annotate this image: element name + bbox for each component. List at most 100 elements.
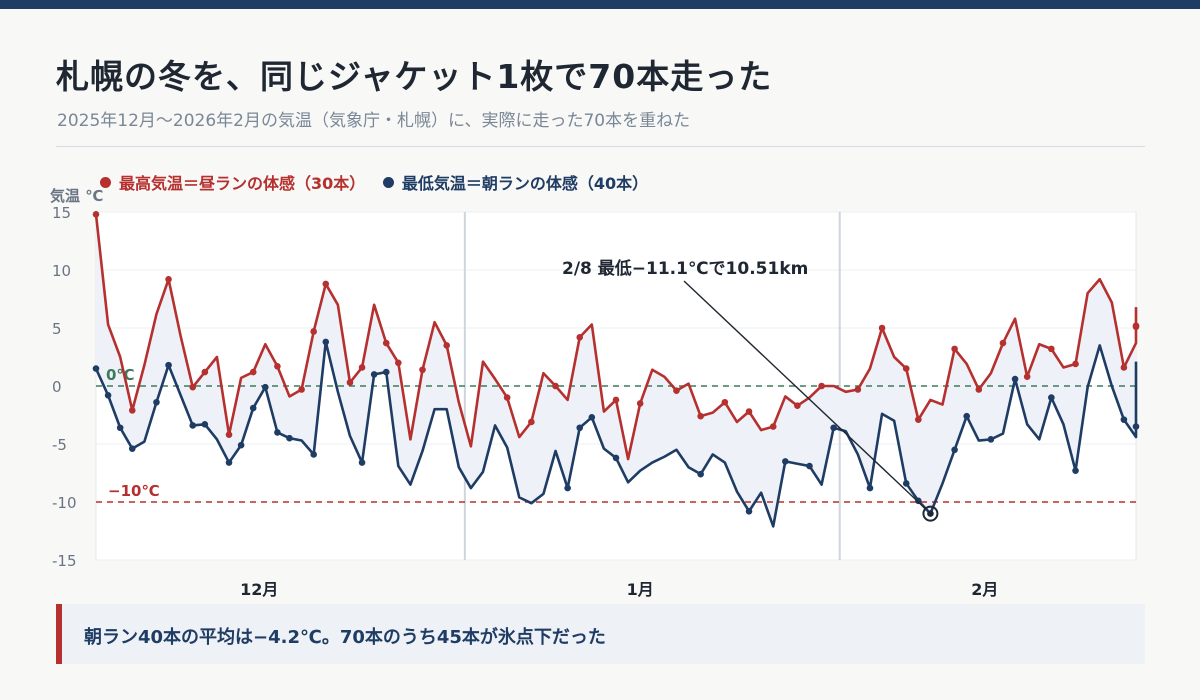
month-label: 2月 [971, 580, 998, 599]
low-run-marker [189, 422, 197, 429]
low-run-marker [370, 371, 378, 378]
high-temperature-line [94, 214, 1138, 461]
low-run-marker [1011, 375, 1019, 383]
low-run-marker [92, 365, 100, 372]
low-run-marker [225, 459, 233, 466]
high-run-marker [818, 382, 825, 390]
low-run-marker [564, 484, 571, 492]
page-title: 札幌の冬を、同じジャケット1枚で70本走った [56, 57, 773, 96]
low-run-marker [963, 412, 970, 420]
high-run-marker [794, 402, 801, 410]
high-run-marker [249, 368, 257, 376]
low-run-marker [237, 441, 245, 449]
high-run-marker [636, 400, 644, 407]
high-run-marker [201, 368, 209, 376]
high-run-marker [951, 345, 958, 353]
low-run-marker [782, 458, 789, 465]
low-run-marker [322, 338, 330, 346]
high-run-marker [878, 324, 886, 332]
legend-dot-low [382, 177, 394, 188]
high-run-marker [915, 416, 922, 423]
y-tick-label: 5 [52, 320, 62, 338]
high-run-marker [1132, 323, 1140, 331]
low-run-marker [153, 398, 160, 406]
low-run-marker [830, 424, 837, 432]
high-run-marker [395, 359, 402, 367]
summary-callout: 朝ラン40本の平均は−4.2℃。70本のうち45本が氷点下だった [56, 604, 1145, 664]
month-label: 1月 [627, 580, 654, 599]
low-run-marker [274, 429, 281, 436]
reference-line-label: 0℃ [106, 366, 135, 384]
header-divider [56, 146, 1145, 147]
y-tick-label: -5 [52, 436, 67, 454]
high-run-marker [673, 387, 680, 394]
high-run-marker [443, 342, 450, 349]
month-label: 12月 [240, 580, 278, 599]
high-run-marker [854, 386, 862, 393]
low-run-marker [382, 368, 390, 376]
legend-dot-high [100, 177, 111, 188]
low-run-marker [116, 424, 124, 432]
low-run-marker [286, 434, 293, 442]
high-run-marker [225, 431, 233, 439]
low-run-marker [104, 391, 112, 399]
high-run-marker [322, 280, 330, 288]
top-accent-bar [0, 0, 1200, 9]
low-run-marker [697, 470, 704, 478]
high-run-marker [92, 211, 100, 218]
low-run-marker [915, 497, 922, 505]
low-run-marker [201, 420, 209, 428]
y-tick-label: -15 [52, 552, 77, 570]
annotation-label: 2/8 最低−11.1℃で10.51km [562, 258, 808, 279]
y-tick-label: 0 [52, 378, 62, 396]
low-run-marker [902, 480, 910, 487]
high-run-marker [721, 398, 729, 406]
low-run-marker [165, 361, 172, 369]
high-run-marker [769, 423, 777, 430]
annotation-highlight-ring [922, 505, 939, 522]
low-run-marker [806, 462, 813, 470]
y-axis-label: 気温 ℃ [50, 187, 104, 205]
low-run-marker [987, 436, 995, 443]
y-tick-label: 15 [52, 204, 71, 222]
high-run-marker [310, 328, 317, 335]
high-run-marker [552, 382, 559, 390]
page-subtitle: 2025年12月〜2026年2月の気温（気象庁・札幌）に、実際に走った70本を重… [57, 111, 691, 131]
low-run-marker [1048, 394, 1055, 401]
high-run-marker [419, 366, 426, 374]
high-run-marker [975, 386, 983, 393]
legend-item-high: 最高気温＝昼ランの体感（30本） [100, 174, 371, 193]
high-run-marker [1023, 373, 1031, 381]
low-run-marker [128, 445, 136, 452]
high-run-marker [1120, 364, 1128, 371]
low-run-marker [576, 424, 584, 432]
low-run-marker [866, 484, 874, 492]
low-run-marker [262, 383, 269, 391]
low-run-marker [1072, 467, 1079, 474]
high-run-marker [1072, 360, 1079, 368]
summary-text: 朝ラン40本の平均は−4.2℃。70本のうち45本が氷点下だった [84, 627, 606, 648]
low-run-marker [249, 404, 257, 412]
high-run-marker [999, 339, 1007, 347]
low-run-marker [310, 451, 317, 458]
high-run-marker [697, 412, 704, 420]
chart-legend: 最高気温＝昼ランの体感（30本） 最低気温＝朝ランの体感（40本） [100, 170, 660, 194]
high-run-marker [298, 386, 305, 393]
legend-item-low: 最低気温＝朝ランの体感（40本） [382, 174, 648, 193]
high-run-marker [274, 362, 281, 370]
low-run-marker [358, 459, 366, 466]
high-run-marker [1048, 345, 1055, 353]
low-run-marker [588, 414, 596, 421]
low-run-marker [951, 446, 958, 454]
reference-line-label: −10℃ [108, 482, 160, 500]
high-run-marker [528, 418, 535, 426]
high-run-marker [902, 365, 910, 372]
low-run-marker [612, 454, 620, 462]
low-run-marker [1132, 423, 1140, 430]
high-run-marker [382, 339, 390, 347]
y-tick-label: 10 [52, 262, 71, 280]
annotation-highlight-point [927, 510, 934, 517]
high-run-marker [189, 383, 197, 391]
high-run-marker [346, 379, 354, 386]
